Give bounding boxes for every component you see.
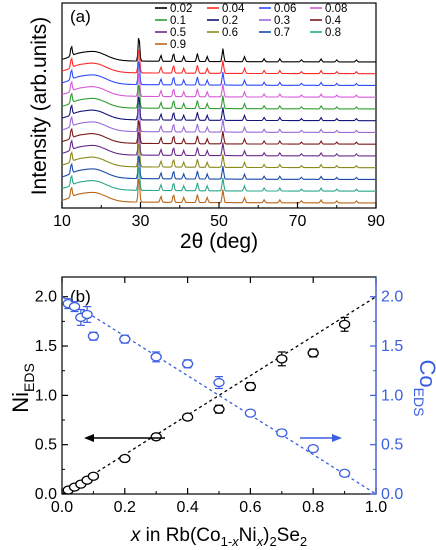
legend-label: 0.7 — [274, 27, 290, 39]
spectrum-line — [61, 120, 376, 145]
spectrum-line — [61, 85, 376, 110]
legend-label: 0.04 — [222, 3, 245, 15]
data-point — [307, 348, 319, 358]
right-arrow — [300, 434, 342, 442]
spectrum-line — [61, 49, 376, 75]
spectrum-line — [61, 132, 376, 157]
data-point — [87, 471, 100, 481]
spectrum-line — [61, 61, 376, 86]
spectrum-line — [61, 143, 376, 169]
panel-b-y-tick-label-right: 1.5 — [381, 338, 403, 355]
legend-label: 0.6 — [222, 27, 238, 39]
panel-a-y-axis-title: Intensity (arb.units) — [28, 17, 51, 196]
panel-a-label: (a) — [70, 7, 91, 26]
data-point — [150, 432, 162, 442]
data-point — [119, 334, 131, 344]
panel-b-x-tick-label: 0.2 — [114, 499, 136, 516]
legend-label: 0.4 — [325, 15, 342, 27]
panel-b: (b) 0.0 0.2 0.4 0.6 0.8 1.00.0 0.00.5 0.51.0 1.0… — [8, 276, 436, 549]
legend-label: 0.9 — [170, 39, 186, 51]
panel-a-x-tick-label: 30 — [132, 213, 150, 230]
panel-a: (a) 0.02 0.04 0.06 0.080.1 0.2 0.3 0.40.5 0.6 0.… — [28, 2, 385, 253]
data-point — [213, 377, 225, 388]
data-point — [244, 381, 257, 392]
legend-label: 0.02 — [170, 3, 192, 15]
legend-label: 0.5 — [170, 27, 186, 39]
fit-line — [61, 296, 377, 495]
panel-b-x-tick-label: 0.8 — [302, 499, 324, 516]
data-point — [81, 309, 93, 320]
panel-b-x-tick-label: 0.4 — [176, 499, 198, 516]
legend-label: 0.1 — [170, 15, 186, 27]
panel-a-legend: 0.02 0.04 0.06 0.08 0.1 0.2 0.3 0.4 0.5 0.6 0.7 0.8… — [155, 3, 347, 51]
data-point — [276, 428, 288, 438]
panel-b-y-tick-label-right: 1.0 — [381, 387, 403, 404]
spectrum-line — [61, 73, 376, 98]
data-point — [68, 301, 81, 312]
legend-label: 0.3 — [274, 15, 290, 27]
panel-b-fit-lines — [61, 296, 377, 495]
spectrum-line — [61, 167, 376, 192]
legend-label: 0.08 — [325, 3, 347, 15]
panel-a-x-tick-label: 10 — [53, 213, 71, 230]
panel-b-x-tick-label: 0.6 — [239, 499, 261, 516]
legend-label: 0.2 — [222, 15, 238, 27]
data-point — [307, 443, 319, 454]
svg-text:NiEDS: NiEDS — [8, 363, 37, 413]
panel-b-left-axis-title: NiEDS — [8, 363, 37, 413]
panel-b-x-axis-title: x in Rb(Co1-xNix)2Se2 — [130, 525, 307, 549]
fit-line — [61, 296, 377, 495]
panel-a-x-tick-label: 90 — [367, 213, 385, 230]
panel-b-x-tick-label: 0.0 — [51, 499, 73, 516]
spectrum-line — [61, 108, 376, 133]
data-point — [119, 453, 131, 464]
spectrum-line — [61, 155, 376, 180]
data-point — [213, 404, 225, 414]
panel-b-y-tick-label-right: 0.0 — [381, 486, 403, 503]
panel-b-y-tick-label-left: 1.0 — [35, 387, 57, 404]
legend-label: 0.8 — [325, 27, 341, 39]
panel-b-y-tick-label-left: 1.5 — [35, 338, 57, 355]
data-point — [150, 352, 162, 362]
panel-a-x-tick-label: 50 — [210, 213, 228, 230]
panel-b-axes: 0.0 0.2 0.4 0.6 0.8 1.00.0 0.00.5 0.51.0 1.01.5 1… — [35, 277, 403, 516]
panel-b-x-tick-label: 1.0 — [365, 499, 387, 516]
spectrum-line — [61, 96, 376, 122]
data-point — [181, 359, 194, 369]
data-point — [181, 412, 194, 422]
panel-a-x-ticks: 10 30 50 70 90 — [53, 202, 385, 230]
panel-b-y-tick-label-right: 0.5 — [381, 437, 403, 454]
panel-b-y-tick-label-right: 2.0 — [381, 289, 403, 306]
data-point — [338, 319, 351, 329]
panel-a-x-tick-label: 70 — [289, 213, 307, 230]
data-point — [338, 468, 351, 478]
svg-text:CoEDS: CoEDS — [411, 360, 436, 417]
data-point — [276, 354, 288, 364]
panel-a-x-axis-title: 2θ (deg) — [180, 230, 258, 253]
panel-a-spectra — [61, 38, 376, 204]
data-point — [244, 408, 257, 418]
panel-b-y-tick-label-left: 2.0 — [35, 289, 57, 306]
panel-b-y-tick-label-left: 0.5 — [35, 437, 57, 454]
legend-label: 0.06 — [274, 3, 296, 15]
panel-b-y-tick-label-left: 0.0 — [35, 486, 57, 503]
data-point — [87, 331, 100, 341]
panel-b-right-axis-title: CoEDS — [411, 360, 436, 417]
spectrum-line — [61, 38, 376, 63]
panel-b-points — [62, 298, 351, 495]
left-arrow — [84, 434, 165, 442]
